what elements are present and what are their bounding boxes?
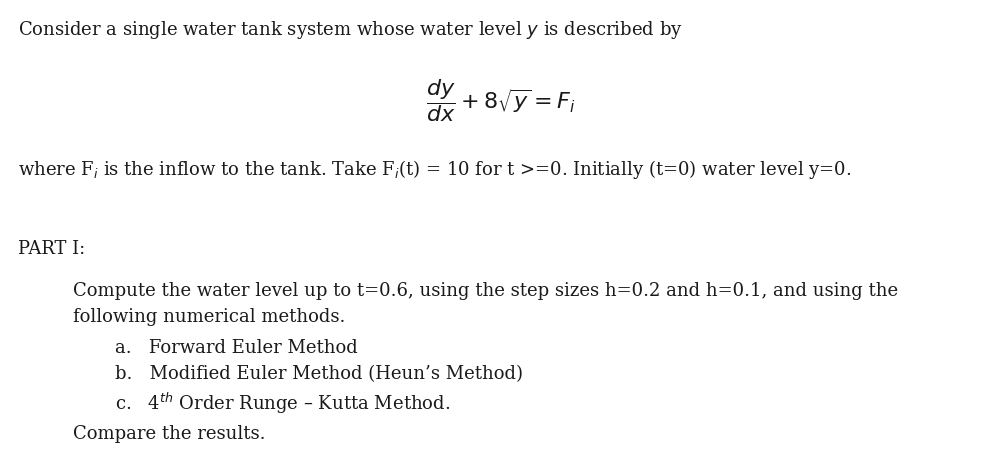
Text: Compute the water level up to t=0.6, using the step sizes h=0.2 and h=0.1, and u: Compute the water level up to t=0.6, usi… [73, 282, 898, 300]
Text: c.   4$^{th}$ Order Runge – Kutta Method.: c. 4$^{th}$ Order Runge – Kutta Method. [115, 390, 451, 415]
Text: b.   Modified Euler Method (Heun’s Method): b. Modified Euler Method (Heun’s Method) [115, 364, 523, 382]
Text: Compare the results.: Compare the results. [73, 424, 266, 442]
Text: where F$_i$ is the inflow to the tank. Take F$_i$(t) = 10 for t >=0. Initially (: where F$_i$ is the inflow to the tank. T… [18, 157, 852, 181]
Text: Consider a single water tank system whose water level $y$ is described by: Consider a single water tank system whos… [18, 19, 682, 40]
Text: PART I:: PART I: [18, 240, 85, 258]
Text: following numerical methods.: following numerical methods. [73, 307, 346, 325]
Text: a.   Forward Euler Method: a. Forward Euler Method [115, 338, 358, 356]
Text: $\dfrac{dy}{dx} + 8\sqrt{y} = F_i$: $\dfrac{dy}{dx} + 8\sqrt{y} = F_i$ [426, 76, 576, 123]
